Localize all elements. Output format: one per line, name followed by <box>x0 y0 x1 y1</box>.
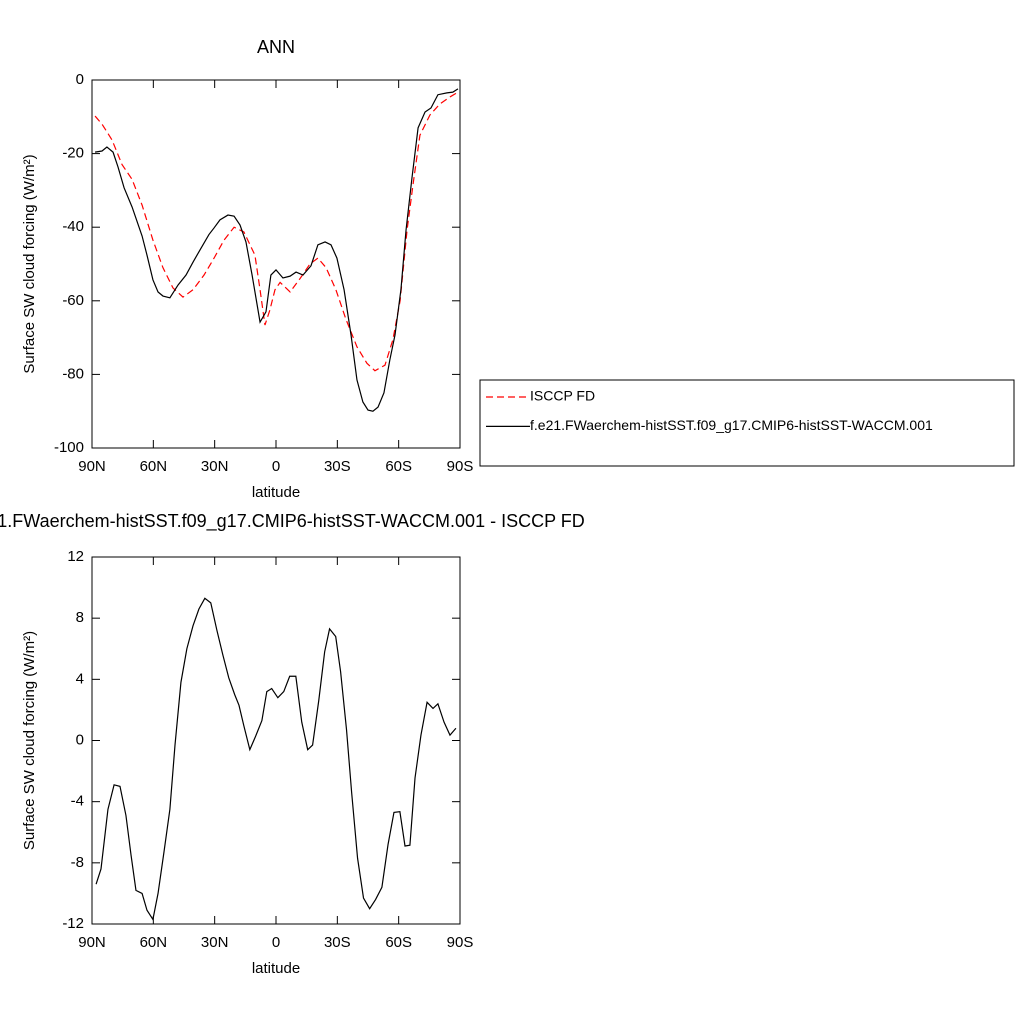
legend-box <box>479 379 1015 467</box>
legend-label: ISCCP FD <box>530 388 595 404</box>
y-tick-label: -20 <box>62 145 84 162</box>
x-axis-label: latitude <box>252 484 300 501</box>
y-tick-label: 0 <box>76 731 84 748</box>
x-tick-label: 60N <box>140 934 168 951</box>
y-tick-label: -80 <box>62 365 84 382</box>
x-tick-label: 90N <box>78 458 106 475</box>
y-tick-label: 4 <box>76 670 84 687</box>
x-tick-label: 30N <box>201 934 229 951</box>
x-tick-label: 90S <box>447 458 474 475</box>
x-tick-label: 60N <box>140 458 168 475</box>
y-tick-label: -12 <box>62 915 84 932</box>
data-line <box>94 88 459 412</box>
y-axis-label: Surface SW cloud forcing (W/m²) <box>21 631 38 850</box>
y-tick-label: 12 <box>67 548 84 565</box>
x-tick-label: 60S <box>385 458 412 475</box>
x-tick-label: 30N <box>201 458 229 475</box>
y-tick-label: 8 <box>76 609 84 626</box>
y-tick-label: -8 <box>71 854 84 871</box>
x-tick-label: 0 <box>272 934 280 951</box>
x-tick-label: 90N <box>78 934 106 951</box>
chart-title: ANN <box>257 37 295 57</box>
y-tick-label: -4 <box>71 793 84 810</box>
data-line <box>95 597 457 921</box>
x-tick-label: 30S <box>324 458 351 475</box>
y-tick-label: 0 <box>76 71 84 88</box>
chart-title: f.e21.FWaerchem-histSST.f09_g17.CMIP6-hi… <box>0 511 585 532</box>
y-axis-label: Surface SW cloud forcing (W/m²) <box>21 154 38 373</box>
y-tick-label: -60 <box>62 292 84 309</box>
x-tick-label: 0 <box>272 458 280 475</box>
x-tick-label: 30S <box>324 934 351 951</box>
y-tick-label: -100 <box>54 439 84 456</box>
x-tick-label: 90S <box>447 934 474 951</box>
x-axis-label: latitude <box>252 960 300 977</box>
legend-label: f.e21.FWaerchem-histSST.f09_g17.CMIP6-hi… <box>530 417 933 433</box>
x-tick-label: 60S <box>385 934 412 951</box>
y-tick-label: -40 <box>62 218 84 235</box>
